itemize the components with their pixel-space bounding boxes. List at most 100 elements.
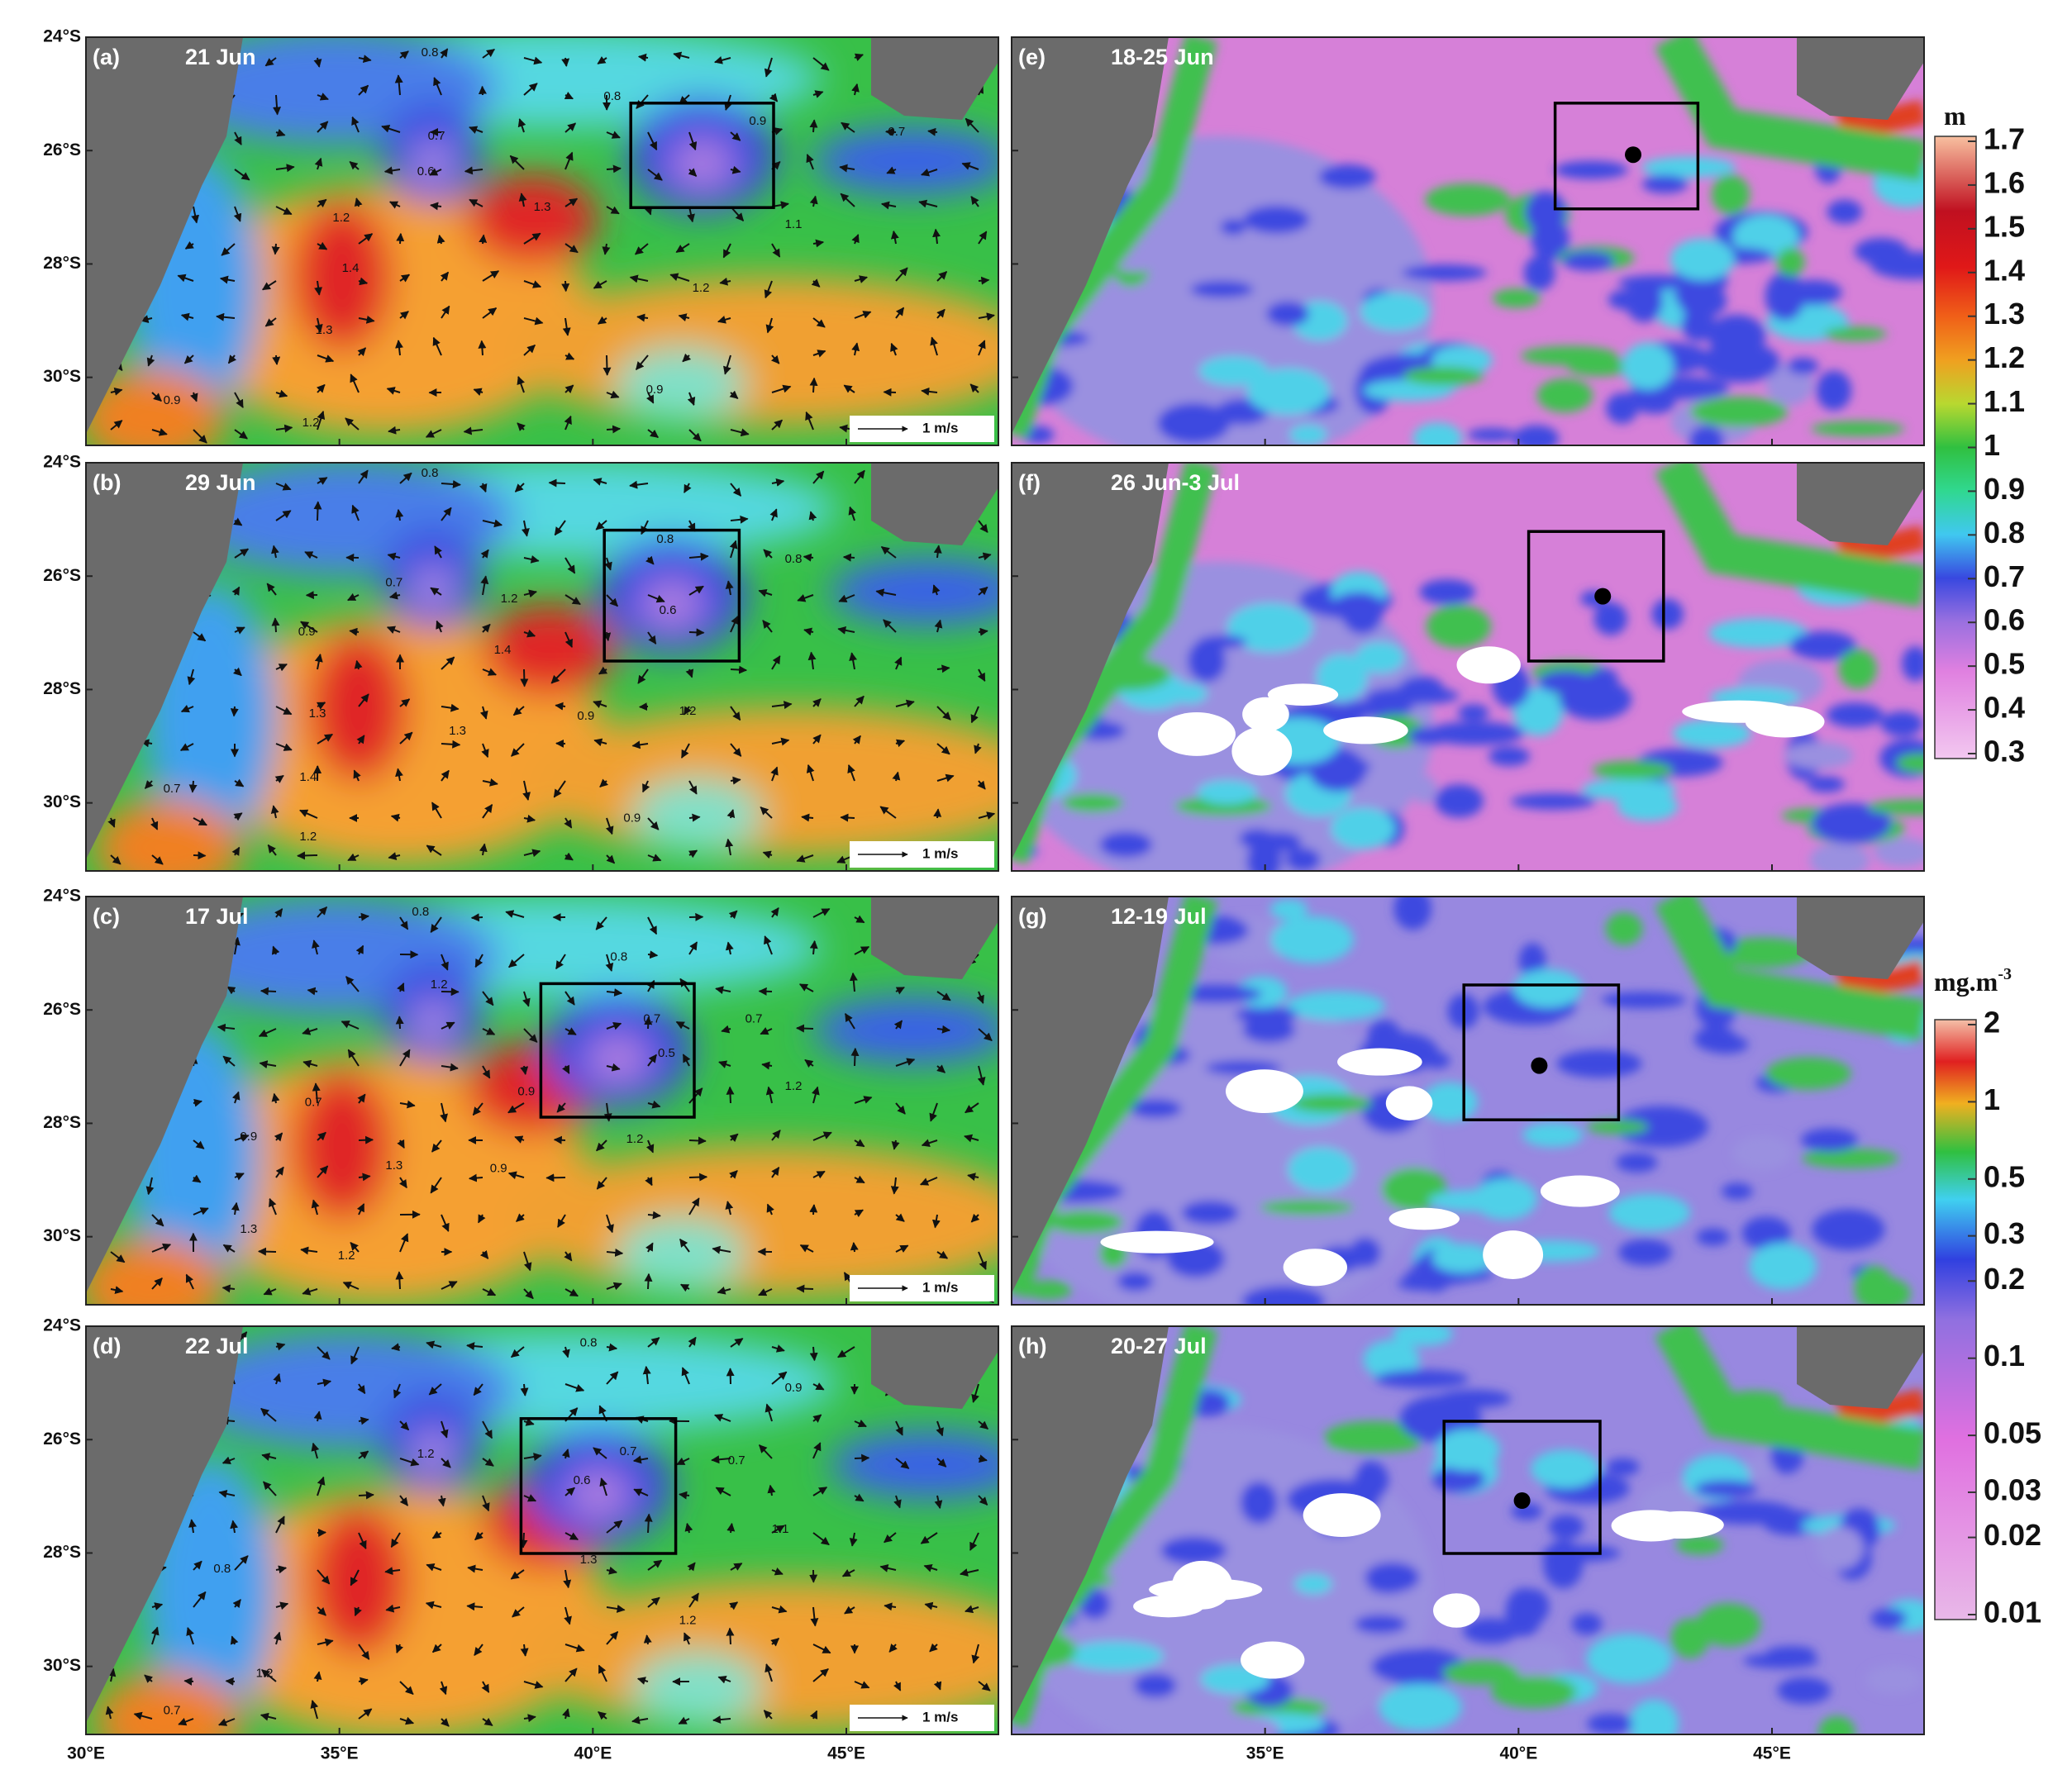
velocity-arrow <box>854 53 865 62</box>
velocity-arrow <box>879 1563 897 1572</box>
velocity-arrow <box>314 157 323 170</box>
velocity-arrow <box>725 941 734 955</box>
velocity-arrow <box>810 1606 819 1627</box>
velocity-arrow <box>730 428 750 437</box>
velocity-arrow <box>719 277 731 286</box>
blob <box>1353 1461 1389 1501</box>
blob <box>615 347 747 421</box>
velocity-arrow <box>934 619 943 633</box>
velocity-arrow <box>978 276 990 285</box>
blob <box>1367 1574 1409 1595</box>
blob <box>1288 1146 1354 1192</box>
panel-frame <box>85 1325 999 1735</box>
contour-label: 1.1 <box>785 217 803 231</box>
blob <box>1670 238 1735 280</box>
blob <box>813 128 998 194</box>
velocity-arrow <box>854 1209 864 1218</box>
velocity-arrow <box>218 1718 236 1726</box>
contour-label: 0.9 <box>623 811 641 825</box>
velocity-arrow <box>758 1444 773 1459</box>
blob <box>1675 1534 1724 1555</box>
blob <box>1556 1049 1642 1078</box>
velocity-arrow <box>936 773 955 783</box>
velocity-arrow <box>978 627 988 636</box>
velocity-arrow <box>441 1458 451 1468</box>
blob <box>1696 1603 1761 1647</box>
velocity-arrow <box>428 1383 442 1396</box>
velocity-arrow <box>766 1203 774 1215</box>
velocity-arrow <box>711 1455 731 1464</box>
velocity-arrow <box>230 1520 239 1534</box>
velocity-arrow <box>688 429 702 442</box>
velocity-arrow <box>441 507 452 521</box>
colorbar-tick-label: 0.05 <box>1984 1416 2041 1450</box>
velocity-arrow <box>193 851 207 860</box>
panel-label: (h) <box>1018 1334 1046 1358</box>
panel-frame <box>1011 36 1925 446</box>
velocity-arrow <box>425 429 442 438</box>
velocity-arrow <box>273 1631 282 1645</box>
velocity-arrow <box>482 668 497 676</box>
velocity-arrow <box>317 1346 331 1360</box>
velocity-arrow <box>482 804 493 819</box>
map-content: 0.8 0.7 0.8 0.6 0.8 0.9 1.2 1.4 1.3 1.4 1.3 0.9 1.2 0… <box>86 463 998 871</box>
blob <box>1605 912 1643 945</box>
colorbar-unit: mg.m-3 <box>1934 965 2012 997</box>
velocity-arrow <box>844 1012 855 1030</box>
blob <box>1210 1715 1280 1734</box>
velocity-arrow <box>150 817 159 830</box>
velocity-arrow <box>850 1241 859 1253</box>
velocity-arrow <box>482 623 491 633</box>
velocity-arrow <box>647 950 659 959</box>
land <box>1012 463 1169 859</box>
velocity-arrow <box>275 483 292 491</box>
blob <box>1269 899 1308 920</box>
velocity-arrow <box>275 389 288 398</box>
velocity-arrow <box>179 743 194 751</box>
cloud-mask <box>1385 1086 1433 1120</box>
blob <box>1198 635 1247 649</box>
contour-label: 0.8 <box>785 552 803 566</box>
blob <box>1412 422 1462 445</box>
contour-label: 0.8 <box>422 466 439 480</box>
blob <box>1617 791 1679 821</box>
velocity-arrow <box>399 1420 410 1431</box>
contour-label: 1.2 <box>299 830 317 844</box>
velocity-arrow <box>430 1177 442 1194</box>
blob <box>1099 831 1153 858</box>
blob <box>1403 1649 1443 1669</box>
velocity-arrow <box>431 802 442 819</box>
velocity-arrow <box>358 277 369 286</box>
velocity-arrow <box>272 354 281 365</box>
velocity-arrow <box>275 1565 288 1574</box>
velocity-arrow <box>260 987 277 996</box>
velocity-arrow <box>520 1065 529 1076</box>
blob <box>1749 1243 1817 1290</box>
velocity-arrow <box>317 198 327 208</box>
map-content <box>1012 37 1924 445</box>
velocity-arrow <box>895 1420 903 1436</box>
velocity-arrow <box>680 743 690 759</box>
velocity-arrow <box>840 193 855 207</box>
contour-label: 0.8 <box>603 89 621 103</box>
blob <box>1670 1618 1709 1658</box>
cloud-mask <box>1241 1641 1305 1679</box>
coastal-band <box>1655 897 1924 1041</box>
velocity-arrow <box>275 510 292 521</box>
velocity-arrow <box>688 1087 703 1104</box>
velocity-arrow <box>553 1135 566 1144</box>
velocity-arrow <box>110 387 123 396</box>
velocity-arrow <box>854 1139 865 1148</box>
velocity-arrow <box>764 57 773 78</box>
velocity-arrow <box>302 1287 318 1296</box>
velocity-arrow <box>688 628 705 637</box>
blob <box>1765 272 1805 321</box>
velocity-arrow <box>812 1170 826 1179</box>
velocity-arrow <box>345 417 360 431</box>
blob <box>1513 687 1563 736</box>
velocity-arrow <box>297 851 318 860</box>
velocity-arrow <box>275 1515 285 1534</box>
velocity-arrow <box>921 168 938 177</box>
velocity-arrow <box>606 390 620 399</box>
velocity-arrow <box>675 243 690 254</box>
